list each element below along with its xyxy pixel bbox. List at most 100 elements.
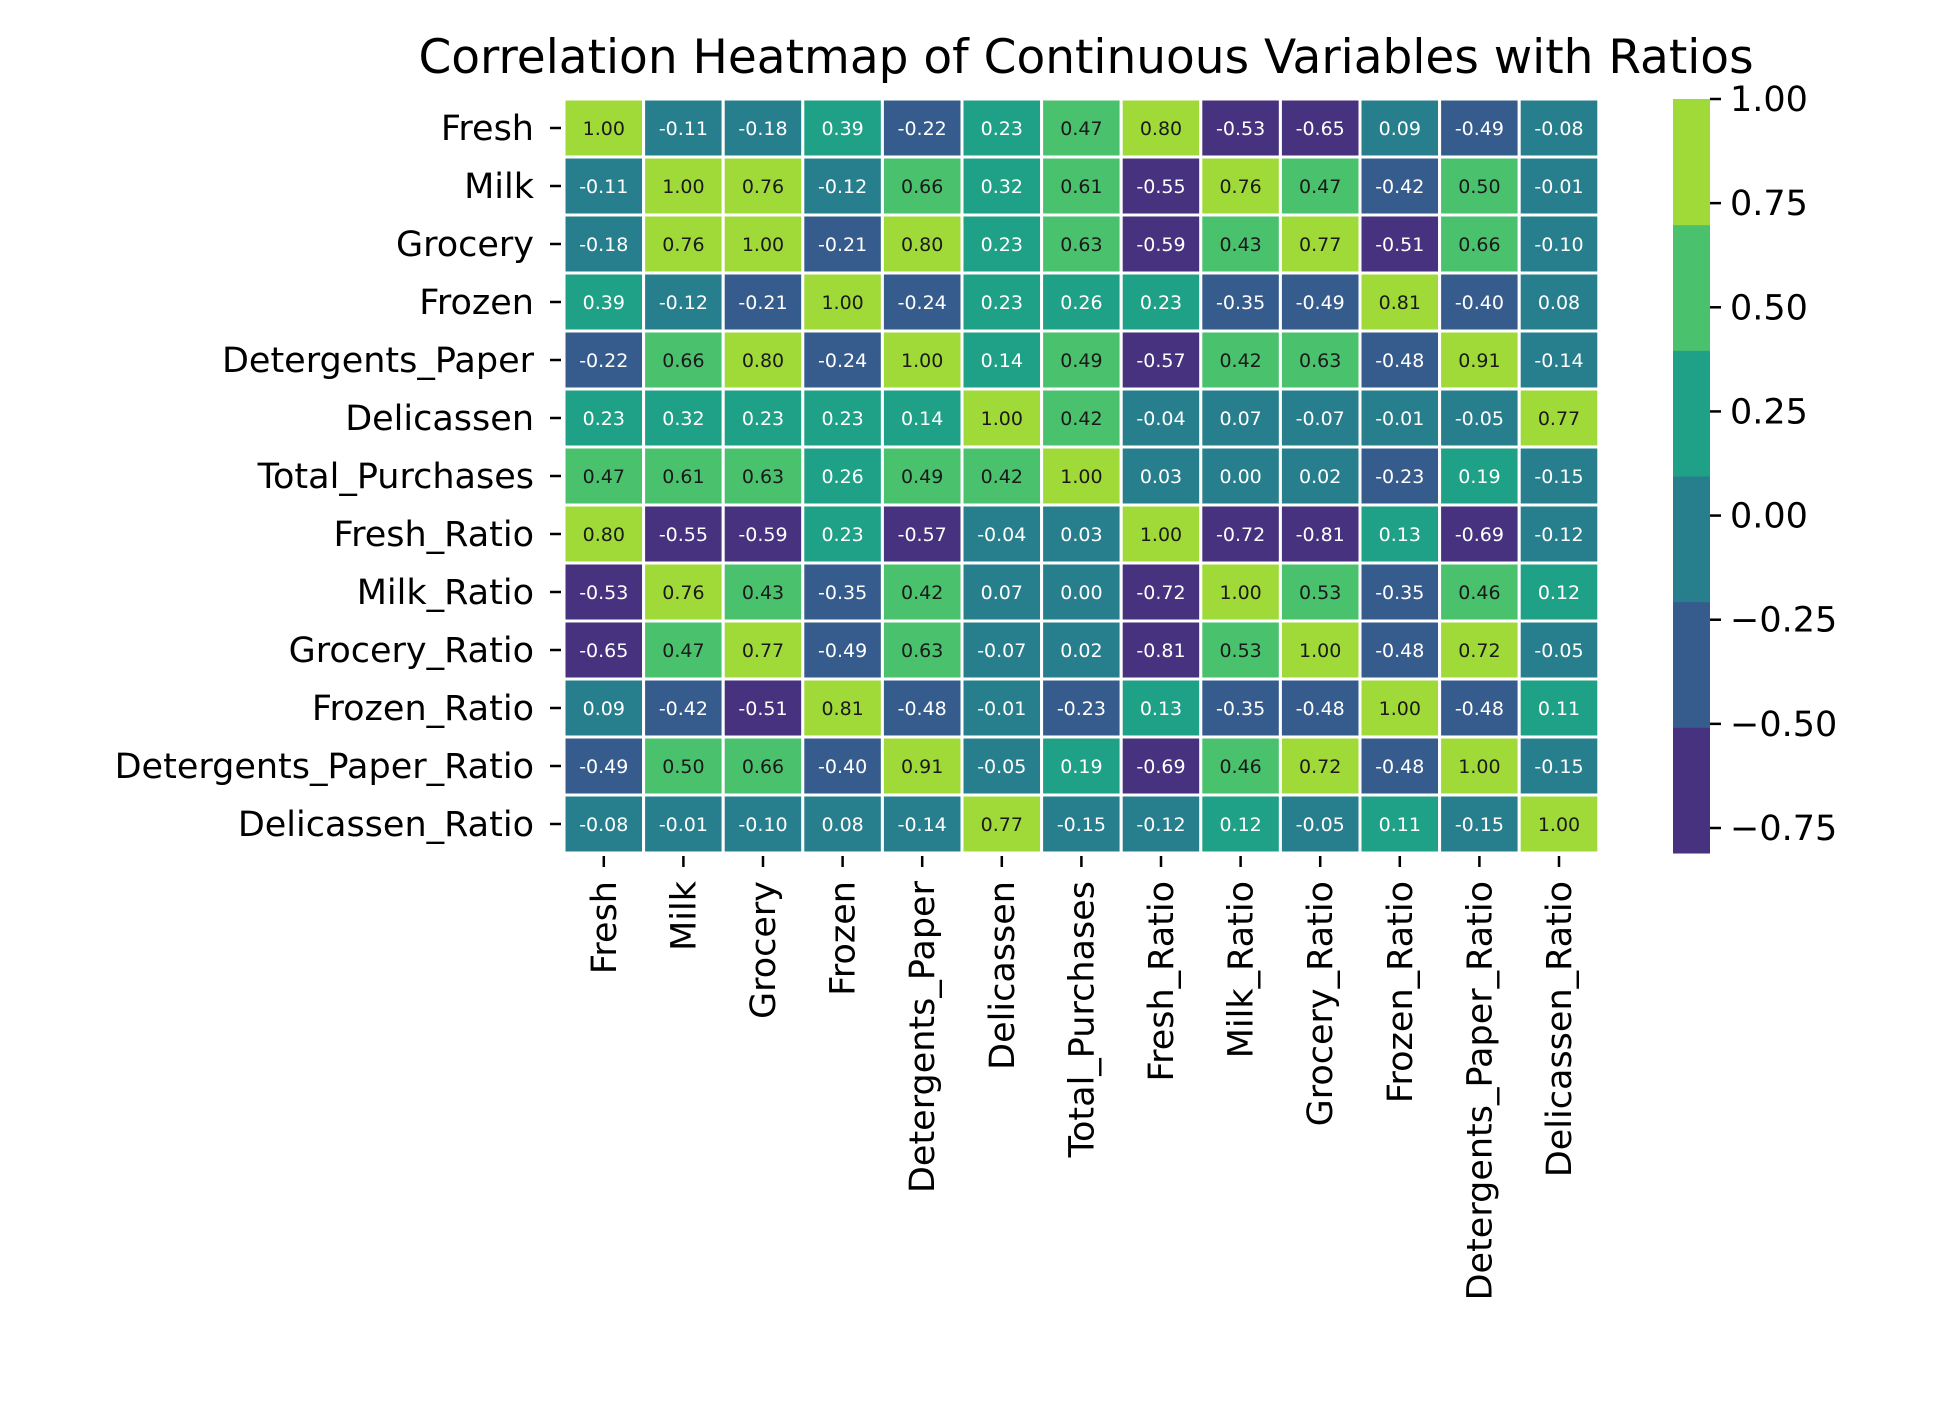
- heatmap-cell: [1040, 155, 1123, 217]
- cell-value-label: 0.08: [821, 814, 863, 836]
- cell-value-label: 0.80: [742, 350, 784, 372]
- row-label: Grocery: [396, 225, 534, 265]
- heatmap-cell: [801, 387, 884, 449]
- cell-value-label: 0.66: [662, 350, 704, 372]
- heatmap-cell: [1199, 445, 1282, 507]
- cell-value-label: 0.03: [1060, 524, 1102, 546]
- row-label: Grocery_Ratio: [289, 631, 534, 671]
- column-label: Grocery: [744, 881, 784, 1019]
- heatmap-cell: [1278, 97, 1362, 159]
- cell-value-label: 0.42: [981, 466, 1023, 488]
- cell-value-label: 0.19: [1060, 756, 1102, 778]
- cell-value-label: -0.08: [1534, 118, 1583, 140]
- cell-value-label: 0.43: [1219, 234, 1261, 256]
- heatmap-cell: [721, 619, 805, 681]
- cell-value-label: 0.09: [1379, 118, 1421, 140]
- cell-value-label: 0.00: [1060, 582, 1102, 604]
- cell-value-label: -0.81: [1296, 524, 1345, 546]
- heatmap-cell: [642, 677, 725, 739]
- row-label: Fresh_Ratio: [333, 515, 534, 555]
- cell-value-label: -0.57: [898, 524, 947, 546]
- cell-value-label: 0.13: [1140, 698, 1182, 720]
- column-label: Fresh_Ratio: [1142, 881, 1182, 1082]
- cell-value-label: 0.46: [1458, 582, 1500, 604]
- cell-value-label: 0.32: [981, 176, 1023, 198]
- cell-value-label: 0.66: [742, 756, 784, 778]
- cell-value-label: 0.11: [1538, 698, 1580, 720]
- cell-value-label: 1.00: [821, 292, 863, 314]
- cell-value-label: -0.12: [1534, 524, 1583, 546]
- cell-value-label: -0.53: [1216, 118, 1265, 140]
- cell-value-label: 0.61: [662, 466, 704, 488]
- heatmap-cell: [1438, 677, 1521, 739]
- column-label: Total_Purchases: [1062, 881, 1102, 1158]
- colorbar-band: [1673, 99, 1710, 226]
- cell-value-label: 0.49: [901, 466, 943, 488]
- cell-value-label: -0.48: [1375, 350, 1424, 372]
- heatmap-cell: [801, 619, 884, 681]
- cell-value-label: -0.40: [818, 756, 867, 778]
- row-label: Milk: [464, 167, 535, 207]
- cell-value-label: -0.18: [738, 118, 787, 140]
- cell-value-label: -0.49: [1455, 118, 1504, 140]
- row-label: Frozen_Ratio: [312, 689, 534, 729]
- cell-value-label: -0.42: [1375, 176, 1424, 198]
- row-label: Frozen: [419, 283, 534, 323]
- colorbar-band: [1673, 601, 1710, 728]
- heatmap-cell: [1438, 561, 1521, 623]
- row-label: Detergents_Paper_Ratio: [115, 747, 534, 787]
- cell-value-label: 0.09: [583, 698, 625, 720]
- cell-value-label: 0.47: [1299, 176, 1341, 198]
- cell-value-label: 1.00: [981, 408, 1023, 430]
- heatmap-cell: [801, 445, 884, 507]
- cell-value-label: 0.66: [901, 176, 943, 198]
- cell-value-label: 0.39: [583, 292, 625, 314]
- heatmap-cells: 1.00 -0.11 -0.18 0.39 -0.22 0.23 0.47 0.80 -0.53…: [562, 97, 1601, 855]
- heatmap-cell: [721, 387, 805, 449]
- cell-value-label: 0.80: [901, 234, 943, 256]
- cell-value-label: -0.48: [898, 698, 947, 720]
- heatmap-cell: [1438, 387, 1521, 449]
- heatmap-cell: [1119, 793, 1203, 855]
- heatmap-cell: [1358, 213, 1442, 275]
- cell-value-label: 1.00: [1538, 814, 1580, 836]
- heatmap-cell: [801, 561, 884, 623]
- cell-value-label: 0.02: [1299, 466, 1341, 488]
- cell-value-label: 0.23: [981, 292, 1023, 314]
- heatmap-cell: [1517, 503, 1601, 565]
- heatmap-cell: [1358, 561, 1442, 623]
- cell-value-label: -0.21: [818, 234, 867, 256]
- heatmap-cell: [1358, 503, 1442, 565]
- cell-value-label: -0.01: [977, 698, 1026, 720]
- cell-value-label: 0.39: [821, 118, 863, 140]
- cell-value-label: -0.05: [1455, 408, 1504, 430]
- column-label: Fresh: [585, 881, 625, 974]
- cell-value-label: 0.50: [1458, 176, 1500, 198]
- cell-value-label: 0.23: [1140, 292, 1182, 314]
- heatmap-cell: [1040, 793, 1123, 855]
- cell-value-label: -0.48: [1296, 698, 1345, 720]
- heatmap-cell: [960, 271, 1044, 333]
- heatmap-cell: [1438, 271, 1521, 333]
- heatmap-cell: [801, 155, 884, 217]
- heatmap-cell: [642, 329, 725, 391]
- cell-value-label: -0.35: [1216, 698, 1265, 720]
- cell-value-label: 1.00: [1458, 756, 1500, 778]
- cell-value-label: -0.59: [738, 524, 787, 546]
- cell-value-label: -0.48: [1455, 698, 1504, 720]
- cell-value-label: 0.12: [1538, 582, 1580, 604]
- heatmap-cell: [801, 735, 884, 797]
- cell-value-label: -0.72: [1216, 524, 1265, 546]
- cell-value-label: -0.07: [1296, 408, 1345, 430]
- colorbar-tick-label: 0.25: [1730, 392, 1808, 432]
- heatmap-cell: [801, 329, 884, 391]
- heatmap-cell: [1517, 677, 1601, 739]
- heatmap-cell: [1438, 503, 1521, 565]
- cell-value-label: -0.11: [659, 118, 708, 140]
- cell-value-label: 0.32: [662, 408, 704, 430]
- cell-value-label: -0.57: [1136, 350, 1185, 372]
- heatmap-cell: [721, 329, 805, 391]
- heatmap-cell: [562, 155, 646, 217]
- row-label: Delicassen_Ratio: [238, 805, 534, 845]
